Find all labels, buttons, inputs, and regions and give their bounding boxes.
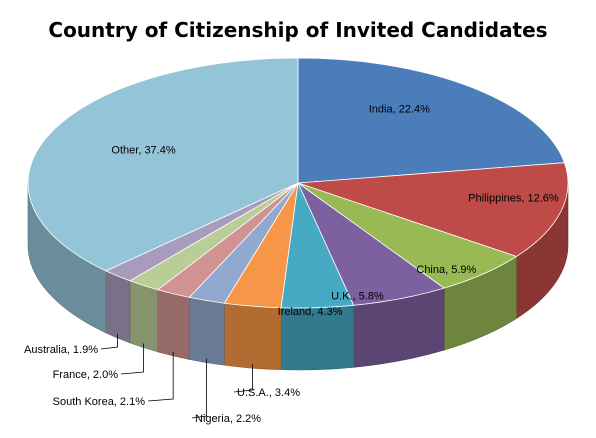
slice-other bbox=[27, 57, 299, 272]
pie-tops bbox=[27, 57, 569, 309]
data-label-philippines: Philippines, 12.6% bbox=[468, 192, 559, 204]
data-label-france: France, 2.0% bbox=[53, 369, 119, 381]
data-label-other: Other, 37.4% bbox=[111, 144, 175, 156]
data-label-nigeria: Nigeria, 2.2% bbox=[195, 413, 261, 425]
data-label-india: India, 22.4% bbox=[369, 104, 430, 116]
leader-line-nigeria bbox=[191, 358, 207, 419]
leader-line-south-korea bbox=[147, 351, 174, 402]
data-label-ireland: Ireland, 4.3% bbox=[278, 306, 343, 318]
slice-philippines bbox=[297, 162, 569, 257]
pie-leaders bbox=[100, 333, 253, 419]
pie-sides bbox=[27, 182, 569, 371]
slice-side-france bbox=[129, 280, 158, 353]
slice-india bbox=[297, 57, 565, 184]
data-label-china: China, 5.9% bbox=[416, 264, 476, 276]
pie-labels: India, 22.4% Philippines, 12.6% China, 5.9… bbox=[24, 104, 559, 425]
slice-side-australia bbox=[105, 270, 131, 344]
leader-line-u-s-a bbox=[233, 364, 253, 393]
data-label-u-s-a: U.S.A., 3.4% bbox=[237, 387, 300, 399]
data-label-u-k: U.K., 5.8% bbox=[331, 290, 384, 302]
leader-line-france bbox=[120, 343, 144, 375]
slice-side-nigeria bbox=[188, 297, 225, 366]
leader-line-australia bbox=[100, 333, 118, 350]
slice-side-u-s-a bbox=[224, 302, 282, 371]
data-label-south-korea: South Korea, 2.1% bbox=[53, 396, 146, 408]
chart-title: Country of Citizenship of Invited Candid… bbox=[48, 18, 547, 42]
data-label-australia: Australia, 1.9% bbox=[24, 344, 98, 356]
slice-side-south-korea bbox=[157, 289, 190, 360]
